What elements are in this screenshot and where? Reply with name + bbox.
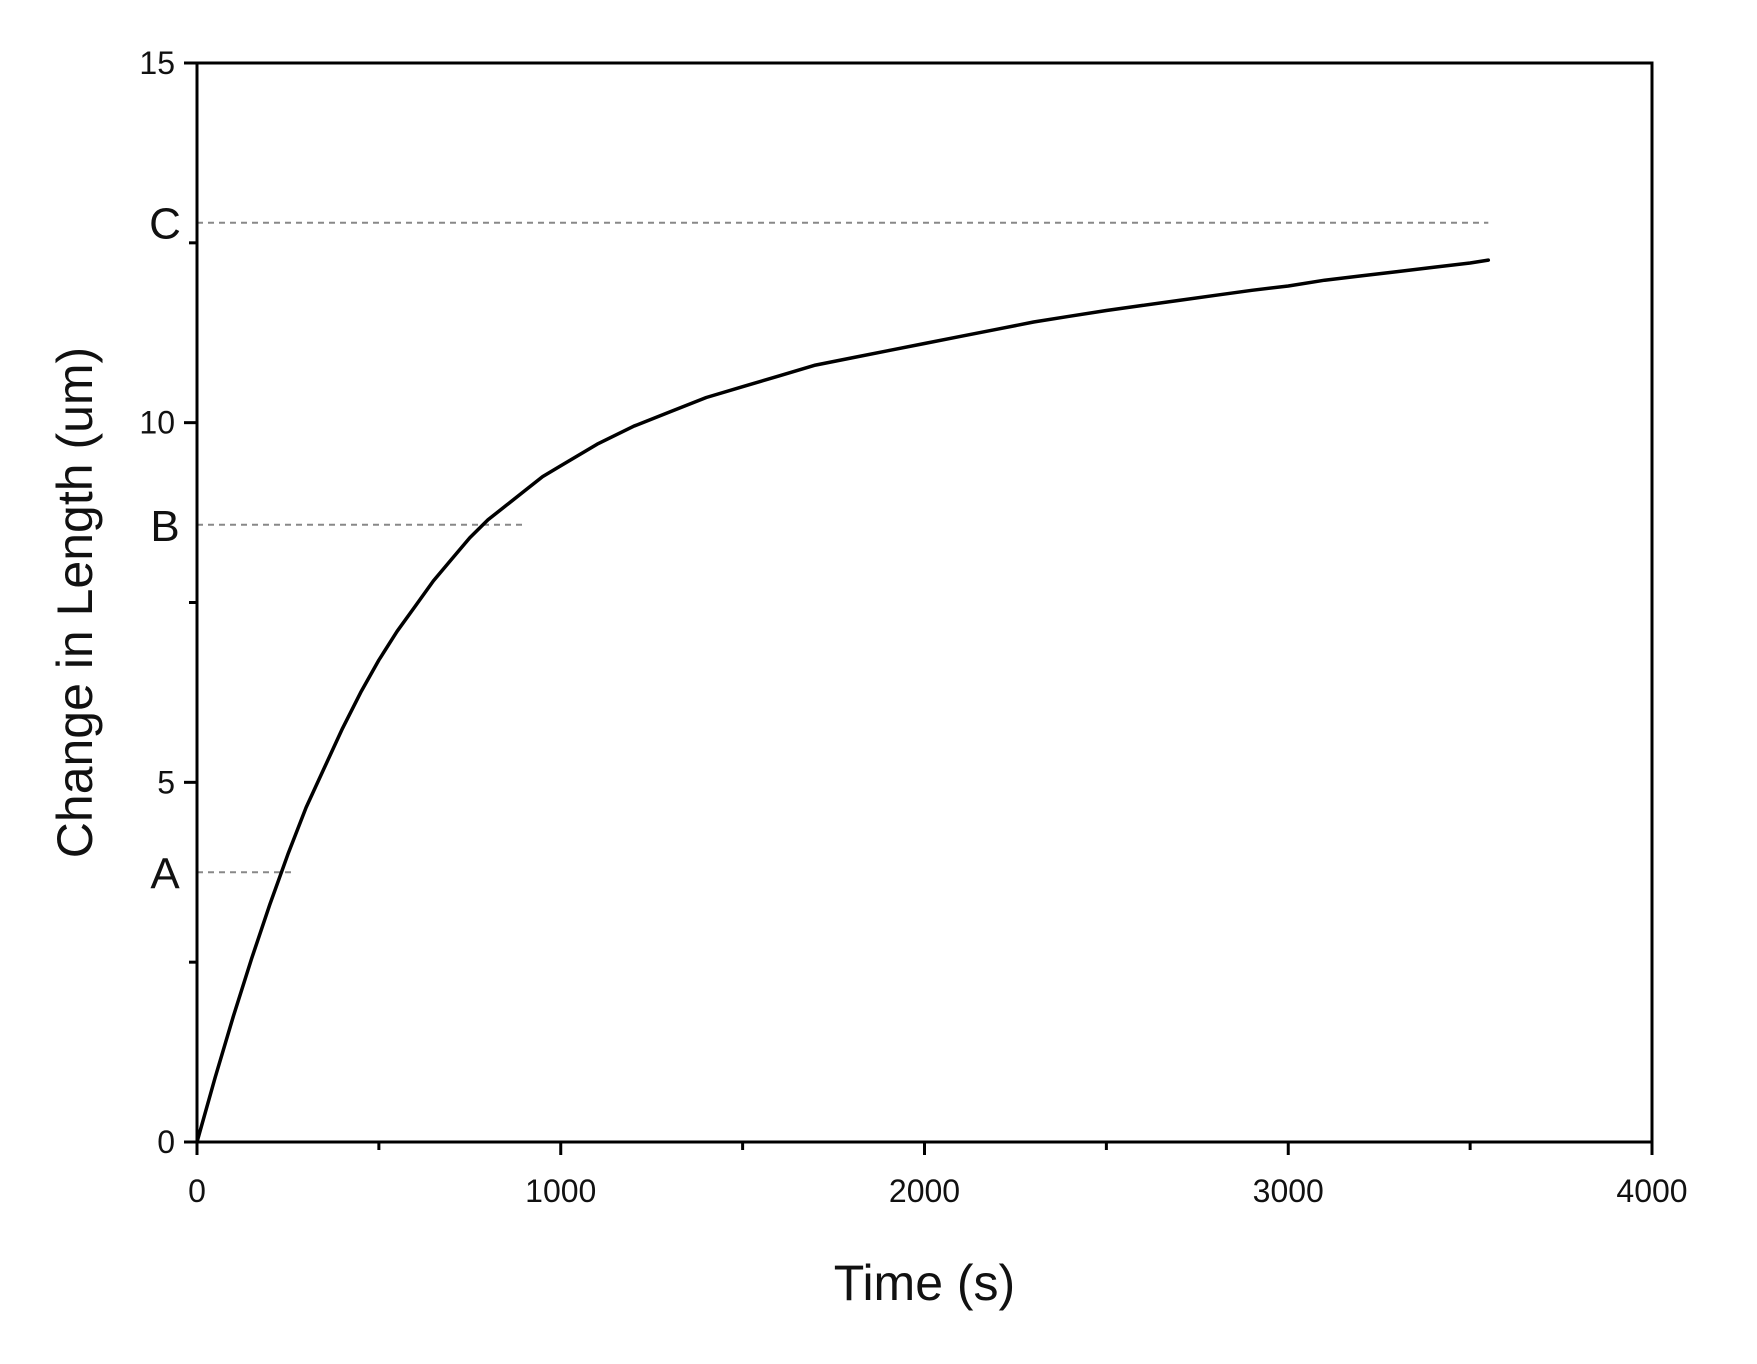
series-layer [195, 258, 1491, 1144]
series-line-0 [195, 258, 1491, 1144]
x-tick-label: 4000 [1616, 1173, 1687, 1209]
plot-frame [195, 61, 1654, 1144]
axis-tick-labels: 0 1000 2000 3000 4000 0 5 10 15 [139, 45, 1687, 1209]
x-axis-title: Time (s) [834, 1255, 1015, 1311]
reference-lines [197, 221, 1489, 874]
axis-ticks [184, 61, 1654, 1155]
reference-label-a: A [150, 849, 180, 898]
y-tick-label: 10 [139, 405, 175, 441]
y-tick-label: 0 [157, 1124, 175, 1160]
y-axis-title: Change in Length (um) [47, 347, 103, 858]
x-tick-label: 0 [188, 1173, 206, 1209]
x-tick-label: 2000 [889, 1173, 960, 1209]
reference-label-c: C [149, 200, 181, 249]
reference-labels: A B C [149, 200, 181, 899]
y-tick-label: 15 [139, 45, 175, 81]
reference-label-b: B [150, 502, 179, 551]
y-tick-label: 5 [157, 764, 175, 800]
x-tick-label: 1000 [525, 1173, 596, 1209]
x-tick-label: 3000 [1253, 1173, 1324, 1209]
